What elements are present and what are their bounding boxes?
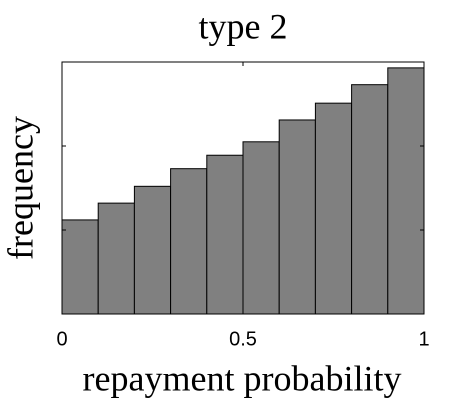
bar: [97, 202, 135, 315]
bar: [133, 185, 172, 315]
x-tick-label: 0: [56, 328, 67, 350]
bar: [314, 102, 353, 315]
chart-title: type 2: [199, 6, 288, 46]
x-tick-label: 1: [418, 328, 429, 350]
bar: [278, 119, 316, 315]
x-axis-label: repayment probability: [83, 358, 402, 398]
bar: [387, 67, 425, 315]
bar: [170, 168, 208, 315]
x-tick-label: 0.5: [229, 328, 257, 350]
y-axis-label: frequency: [0, 116, 40, 260]
bar: [351, 84, 389, 315]
bar: [206, 154, 244, 315]
bar: [61, 219, 99, 315]
bar: [242, 141, 280, 315]
